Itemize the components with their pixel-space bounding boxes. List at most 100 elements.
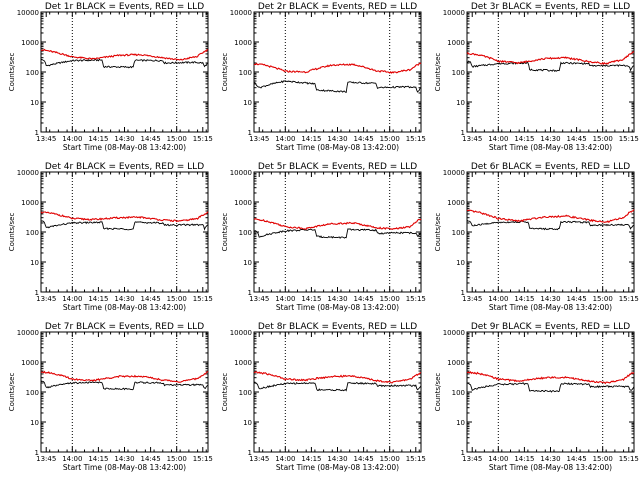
panel-title: Det 9r BLACK = Events, RED = LLD: [471, 322, 630, 332]
y-tick-label: 10: [456, 419, 465, 427]
y-tick-label: 1000: [447, 39, 465, 47]
series-events-line: [253, 381, 422, 392]
y-tick-label: 1: [461, 449, 465, 457]
x-tick-label: 14:15: [301, 455, 321, 463]
x-tick-label: 14:00: [488, 455, 508, 463]
y-axis-label: Counts/sec: [434, 53, 442, 92]
x-tick-label: 14:00: [275, 295, 295, 303]
panel-title: Det 7r BLACK = Events, RED = LLD: [45, 322, 204, 332]
x-axis-label: Start Time (08-May-08 13:42:00): [489, 143, 612, 152]
x-tick-label: 15:15: [193, 135, 213, 143]
panel-title: Det 4r BLACK = Events, RED = LLD: [45, 162, 204, 172]
x-tick-label: 14:15: [514, 135, 534, 143]
series-lld-line: [253, 62, 422, 74]
series-events-line: [40, 380, 209, 391]
x-axis-label: Start Time (08-May-08 13:42:00): [276, 143, 399, 152]
y-tick-label: 100: [26, 229, 39, 237]
x-tick-label: 15:15: [619, 295, 639, 303]
x-tick-label: 15:00: [380, 295, 400, 303]
panel-9: Det 9r BLACK = Events, RED = LLD 1 10 100 10…: [434, 322, 639, 472]
x-tick-label: 14:30: [114, 135, 134, 143]
y-tick-label: 1000: [234, 199, 252, 207]
x-tick-label: 14:30: [540, 295, 560, 303]
x-tick-label: 14:45: [141, 295, 161, 303]
y-tick-label: 100: [239, 229, 252, 237]
panel-title: Det 1r BLACK = Events, RED = LLD: [45, 2, 204, 12]
y-tick-label: 10: [30, 259, 39, 267]
x-axis-label: Start Time (08-May-08 13:42:00): [63, 143, 186, 152]
x-tick-label: 15:00: [593, 295, 613, 303]
x-tick-label: 14:15: [88, 135, 108, 143]
panel-4: Det 4r BLACK = Events, RED = LLD 1 10 100 10…: [8, 162, 213, 312]
panel-title: Det 8r BLACK = Events, RED = LLD: [258, 322, 417, 332]
panel-title: Det 2r BLACK = Events, RED = LLD: [258, 2, 417, 12]
x-tick-label: 14:30: [114, 295, 134, 303]
x-tick-label: 15:15: [619, 455, 639, 463]
x-tick-label: 14:00: [62, 295, 82, 303]
y-tick-label: 10: [243, 419, 252, 427]
series-lld-line: [253, 218, 422, 231]
y-tick-label: 10000: [17, 329, 39, 337]
y-tick-label: 1000: [447, 199, 465, 207]
y-axis-label: Counts/sec: [221, 213, 229, 252]
panel-title: Det 5r BLACK = Events, RED = LLD: [258, 162, 417, 172]
x-tick-label: 15:15: [406, 295, 426, 303]
x-tick-label: 13:45: [249, 135, 269, 143]
series-events-line: [466, 60, 635, 72]
panel-8: Det 8r BLACK = Events, RED = LLD 1 10 100 10…: [221, 322, 426, 472]
y-tick-label: 100: [452, 69, 465, 77]
y-tick-label: 1000: [21, 359, 39, 367]
y-axis-label: Counts/sec: [8, 373, 16, 412]
series-lld-line: [466, 51, 635, 66]
series-events-line: [466, 219, 635, 231]
x-axis-label: Start Time (08-May-08 13:42:00): [489, 303, 612, 312]
y-tick-label: 1000: [234, 39, 252, 47]
x-tick-label: 14:45: [354, 455, 374, 463]
panel-1: Det 1r BLACK = Events, RED = LLD 1 10 100 10…: [8, 2, 213, 152]
axes-frame: [466, 11, 635, 133]
axes-frame: [466, 171, 635, 293]
y-tick-label: 100: [26, 389, 39, 397]
y-tick-label: 100: [452, 389, 465, 397]
series-events-line: [40, 220, 209, 231]
y-tick-label: 1: [461, 129, 465, 137]
x-tick-label: 15:15: [619, 135, 639, 143]
series-lld-line: [40, 370, 209, 383]
y-tick-label: 1: [35, 449, 39, 457]
axes-frame: [253, 331, 422, 453]
x-tick-label: 13:45: [462, 455, 482, 463]
y-tick-label: 10: [456, 99, 465, 107]
y-tick-label: 10000: [17, 169, 39, 177]
y-tick-label: 10: [456, 259, 465, 267]
y-axis-label: Counts/sec: [221, 373, 229, 412]
x-axis-label: Start Time (08-May-08 13:42:00): [276, 463, 399, 472]
y-tick-label: 10: [243, 259, 252, 267]
x-tick-label: 13:45: [462, 135, 482, 143]
x-tick-label: 13:45: [249, 455, 269, 463]
y-tick-label: 1000: [21, 199, 39, 207]
x-tick-label: 14:00: [275, 135, 295, 143]
series-events-line: [40, 58, 209, 69]
axes-frame: [253, 171, 422, 293]
axes-frame: [466, 331, 635, 453]
panel-3: Det 3r BLACK = Events, RED = LLD 1 10 100 10…: [434, 2, 639, 152]
x-tick-label: 14:45: [354, 135, 374, 143]
axes-frame: [40, 331, 209, 453]
x-tick-label: 14:00: [275, 455, 295, 463]
series-events-line: [466, 382, 635, 393]
x-tick-label: 14:30: [114, 455, 134, 463]
y-tick-label: 10000: [443, 329, 465, 337]
x-tick-label: 14:00: [62, 135, 82, 143]
panel-title: Det 3r BLACK = Events, RED = LLD: [471, 2, 630, 12]
x-tick-label: 14:00: [488, 135, 508, 143]
x-tick-label: 14:30: [327, 295, 347, 303]
panel-2: Det 2r BLACK = Events, RED = LLD 1 10 100 10…: [221, 2, 426, 152]
y-tick-label: 1: [248, 449, 252, 457]
x-tick-label: 14:45: [354, 295, 374, 303]
x-tick-label: 14:30: [327, 135, 347, 143]
x-tick-label: 14:45: [567, 135, 587, 143]
y-tick-label: 1: [35, 129, 39, 137]
x-tick-label: 15:15: [406, 455, 426, 463]
panel-7: Det 7r BLACK = Events, RED = LLD 1 10 100 10…: [8, 322, 213, 472]
